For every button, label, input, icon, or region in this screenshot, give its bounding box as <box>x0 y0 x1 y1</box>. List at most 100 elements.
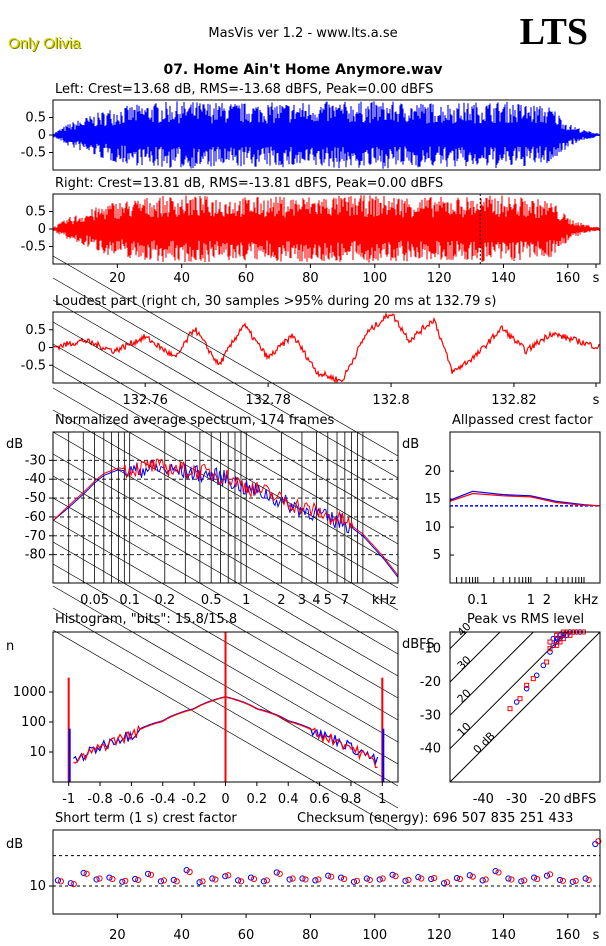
shortterm-xtick-7: 160 <box>555 928 580 943</box>
peakrms-ytick-2: -30 <box>420 708 441 723</box>
shortterm-point-left-12 <box>209 875 216 882</box>
shortterm-point-left-24 <box>363 875 370 882</box>
right-ytick-0: 0.5 <box>25 205 46 220</box>
histogram-ytick-0: 1000 <box>13 685 46 700</box>
shortterm-point-right-22 <box>340 875 348 883</box>
spectrum-xtick-8: 5 <box>324 593 332 608</box>
shortterm-xtick-6: 140 <box>491 928 516 943</box>
histogram-xtick-9: 0.8 <box>341 792 362 807</box>
shortterm-point-right-35 <box>508 876 515 883</box>
shortterm-point-right-37 <box>534 875 541 883</box>
spectrum-slope-line-6 <box>52 387 399 589</box>
shortterm-point-left-8 <box>157 878 164 885</box>
shortterm-point-left-3 <box>93 876 100 883</box>
shortterm-point-right-28 <box>418 875 425 882</box>
shortterm-point-left-4 <box>106 874 113 881</box>
spectrum-series-right <box>53 458 398 576</box>
shortterm-point-right-11 <box>199 878 206 885</box>
spectrum-xtick-7: 4 <box>312 593 320 608</box>
shortterm-plot-frame <box>52 829 601 915</box>
shortterm-point-left-25 <box>376 876 383 883</box>
shortterm-point-right-36 <box>521 877 528 884</box>
shortterm-point-right-14 <box>238 878 245 885</box>
user-label: Only Olivia <box>8 35 81 52</box>
peakrms-point-right-4 <box>544 659 550 665</box>
left-panel-title: Left: Crest=13.68 dB, RMS=-13.68 dBFS, P… <box>55 82 434 97</box>
shortterm-point-left-39 <box>556 876 563 884</box>
spectrum-slope-line-5 <box>52 365 399 567</box>
shortterm-xtick-4: 100 <box>362 928 387 943</box>
spectrum-xtick-0: 0.05 <box>80 593 109 608</box>
loudest-xtick-2: 132.8 <box>372 393 409 408</box>
allpass-ytick-2: 10 <box>424 520 441 535</box>
spectrum-slope-line-11 <box>52 497 399 699</box>
loudest-trace <box>52 311 601 384</box>
peakrms-plot-frame <box>449 631 601 783</box>
histogram-xtick-7: 0.4 <box>278 792 299 807</box>
histogram-xtick-6: 0.2 <box>247 792 268 807</box>
shortterm-point-left-40 <box>569 878 576 885</box>
shortterm-point-right-10 <box>186 868 193 876</box>
spectrum-plot-frame <box>52 431 399 584</box>
shortterm-ytick-0: 10 <box>29 879 46 894</box>
allpass-xtick-1: 1 <box>527 593 535 608</box>
spectrum-ytick-2: -50 <box>25 491 46 506</box>
shortterm-point-right-30 <box>443 879 451 886</box>
spectrum-slope-line-7 <box>52 409 399 611</box>
shortterm-point-left-1 <box>67 880 74 887</box>
peakrms-ytick-1: -20 <box>420 675 441 690</box>
peakrms-crest-label-2: 20 <box>455 687 474 706</box>
shortterm-point-right-31 <box>456 875 464 883</box>
shortterm-point-right-24 <box>366 876 373 884</box>
peakrms-point-left-7 <box>557 635 563 642</box>
spectrum-slope-line-10 <box>52 475 399 677</box>
spectrum-ylabel: dB <box>6 437 23 452</box>
shortterm-xtick-8: s <box>593 928 600 943</box>
allpass-ylabel: dB <box>402 437 419 452</box>
shortterm-point-right-13 <box>225 872 232 879</box>
shortterm-point-right-23 <box>353 877 361 884</box>
allpass-ytick-1: 15 <box>424 492 441 507</box>
shortterm-point-left-26 <box>389 871 396 878</box>
shortterm-point-right-6 <box>135 876 142 884</box>
shortterm-point-left-14 <box>235 877 242 884</box>
shortterm-point-left-33 <box>479 877 486 884</box>
spectrum-ytick-0: -30 <box>25 453 46 468</box>
shortterm-point-right-5 <box>122 877 129 884</box>
right-xtick-6: 140 <box>491 271 516 286</box>
loudest-xtick-1: 132.78 <box>245 393 291 408</box>
shortterm-point-left-6 <box>132 875 139 883</box>
shortterm-point-right-18 <box>289 875 296 882</box>
shortterm-point-left-35 <box>505 875 512 882</box>
peakrms-point-left-8 <box>560 632 567 639</box>
shortterm-point-left-29 <box>428 875 435 883</box>
shortterm-point-right-0 <box>57 878 65 885</box>
right-xtick-3: 80 <box>302 271 319 286</box>
shortterm-point-left-41 <box>582 875 589 882</box>
right-waveform <box>53 195 600 263</box>
loudest-xtick-3: 132.82 <box>491 393 537 408</box>
shortterm-point-right-12 <box>212 876 219 883</box>
left-ytick-2: -0.5 <box>21 146 46 161</box>
shortterm-xtick-3: 80 <box>302 928 319 943</box>
shortterm-point-right-17 <box>276 870 283 877</box>
right-xtick-5: 120 <box>427 271 452 286</box>
peakrms-point-left-3 <box>540 662 547 669</box>
shortterm-xtick-2: 60 <box>238 928 255 943</box>
peakrms-point-right-2 <box>524 682 530 688</box>
peakrms-xtick-0: -40 <box>473 792 494 807</box>
shortterm-point-right-7 <box>147 871 155 878</box>
shortterm-point-left-38 <box>543 872 551 879</box>
shortterm-point-left-28 <box>415 874 422 881</box>
loudest-xtick-4: s <box>593 393 600 408</box>
spectrum-ytick-5: -80 <box>25 548 46 563</box>
peakrms-point-right-5 <box>547 646 553 652</box>
allpass-xtick-0: 0.1 <box>467 593 488 608</box>
histogram-xtick-5: 0 <box>221 792 229 807</box>
shortterm-point-right-8 <box>160 877 167 884</box>
shortterm-point-right-3 <box>96 875 103 882</box>
shortterm-xtick-1: 40 <box>173 928 190 943</box>
spectrum-slope-line-9 <box>52 453 399 655</box>
shortterm-point-right-20 <box>315 876 322 883</box>
